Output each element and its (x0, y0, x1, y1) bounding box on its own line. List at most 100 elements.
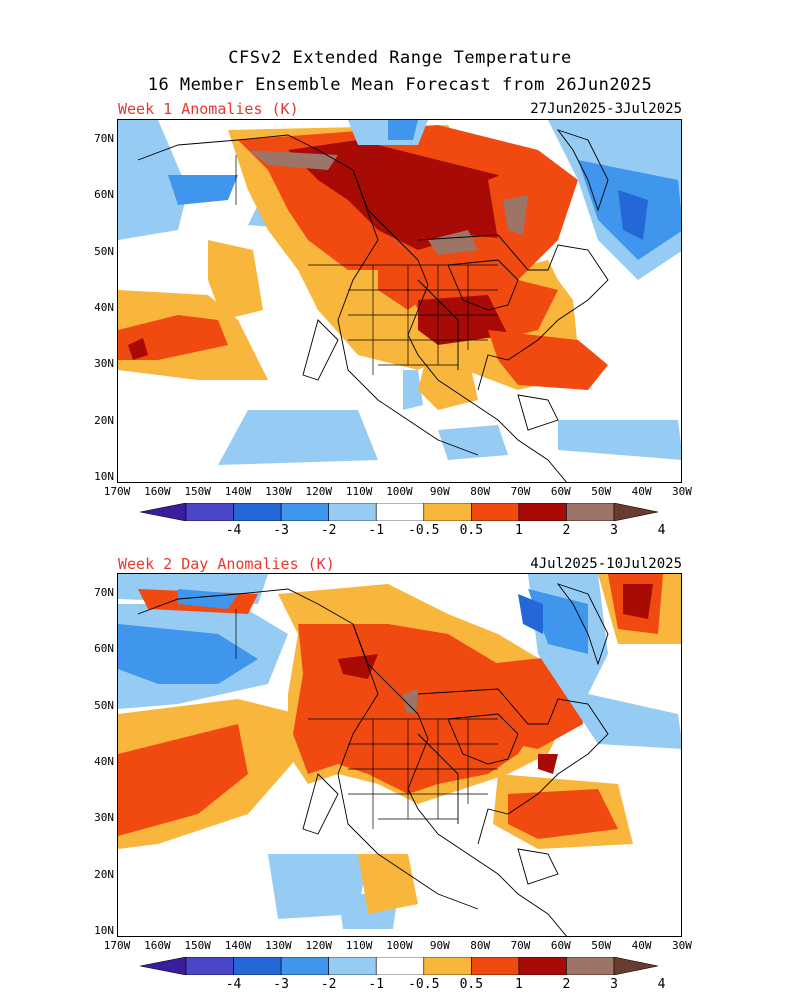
longitude-label: 90W (429, 485, 450, 498)
week2-anomaly-region-15 (508, 789, 618, 839)
longitude-label: 170W (103, 939, 131, 952)
panel1-label: Week 1 Anomalies (K) (118, 100, 299, 118)
colorbar-tick-label: -0.5 (408, 977, 440, 992)
colorbar-segment (280, 957, 329, 975)
week2-anomaly-region-11 (403, 689, 418, 714)
panel2-label: Week 2 Day Anomalies (K) (118, 555, 335, 573)
colorbar-tick-label: 3 (610, 977, 618, 992)
colorbar-segment (280, 503, 329, 521)
chart-title-line2: 16 Member Ensemble Mean Forecast from 26… (147, 75, 653, 95)
colorbar-segment (518, 503, 567, 521)
week2-anomaly-region-24 (358, 854, 418, 914)
longitude-label: 160W (144, 485, 171, 498)
week2-anomaly-region-3 (118, 624, 258, 684)
coastline (137, 129, 609, 482)
week1-anomaly-region-5 (168, 175, 238, 205)
week2-anomaly-region-22 (518, 594, 543, 634)
longitude-label: 130W (265, 485, 292, 498)
colorbar-tick-label: -1 (368, 977, 385, 992)
colorbar-segment (233, 503, 282, 521)
colorbar-segment (423, 957, 472, 975)
colorbar-tick-label: 0.5 (459, 977, 484, 992)
colorbar-segment (613, 957, 659, 975)
longitude-label: 50W (591, 939, 612, 952)
longitude-label: 40W (631, 485, 652, 498)
week1-anomaly-region-24 (503, 195, 528, 235)
week1-anomaly-region-12 (288, 140, 538, 250)
week1-anomaly-region-26 (438, 425, 508, 460)
week2-anomaly-region-7 (178, 589, 238, 609)
colorbar-segment (566, 957, 615, 975)
political-borders (235, 155, 498, 375)
colorbar-tick-label: 2 (562, 523, 571, 538)
colorbar-tick-label: 1 (514, 977, 523, 992)
week1-anomaly-region-15 (428, 230, 478, 255)
longitude-label: 110W (345, 485, 373, 498)
latitude-label: 20N (94, 867, 114, 881)
chart-title-line1: CFSv2 Extended Range Temperature (228, 48, 572, 68)
colorbar-tick-label: 0.5 (459, 523, 484, 538)
colorbar-segment (566, 503, 615, 521)
colorbar-tick-label: 2 (562, 977, 571, 992)
latitude-label: 10N (94, 923, 114, 937)
longitude-label: 90W (429, 939, 450, 952)
week1-anomaly-region-25 (558, 420, 681, 460)
coastline (137, 583, 609, 936)
longitude-label: 110W (345, 939, 373, 952)
longitude-label: 150W (184, 485, 211, 498)
longitude-label: 130W (265, 939, 292, 952)
latitude-label: 40N (94, 300, 114, 314)
longitude-label: 80W (470, 485, 491, 498)
colorbar-tick-label: -0.5 (408, 523, 440, 538)
latitude-label: 40N (94, 754, 114, 768)
longitude-label: 150W (184, 939, 211, 952)
colorbar-segment (375, 957, 425, 975)
colorbar-tick-label: 4 (657, 523, 666, 538)
week1-anomaly-region-14 (248, 150, 338, 170)
panel2-dates: 4Jul2025-10Jul2025 (530, 556, 682, 572)
colorbar-segment (471, 957, 520, 975)
latitude-label: 60N (94, 642, 114, 656)
week2-anomaly-region-16 (538, 754, 558, 774)
colorbar-segment (518, 957, 567, 975)
longitude-label: 30W (671, 939, 692, 952)
week1-anomaly-region-19 (388, 120, 418, 140)
longitude-label: 60W (550, 939, 571, 952)
colorbar-segment (375, 503, 425, 521)
week1-anomaly-region-13 (418, 295, 508, 345)
longitude-label: 120W (305, 939, 333, 952)
longitude-label: 30W (671, 485, 692, 498)
longitude-label: 170W (103, 485, 131, 498)
latitude-label: 50N (94, 244, 114, 258)
week1-colorbar (140, 503, 659, 521)
longitude-label: 140W (224, 939, 252, 952)
latitude-label: 60N (94, 188, 114, 202)
political-borders (235, 609, 498, 829)
week2-anomaly-region-10 (338, 654, 378, 679)
latitude-label: 20N (94, 413, 114, 427)
longitude-label: 160W (144, 939, 171, 952)
week2-colorbar (140, 957, 659, 975)
longitude-label: 70W (510, 485, 531, 498)
latitude-label: 30N (94, 357, 114, 371)
colorbar-segment (140, 503, 187, 521)
colorbar-tick-label: 4 (657, 977, 666, 992)
colorbar-tick-label: -1 (368, 523, 385, 538)
latitude-label: 70N (94, 132, 114, 145)
longitude-label: 100W (386, 485, 413, 498)
colorbar-tick-label: -3 (273, 977, 289, 992)
week1-anomaly-region-7 (218, 410, 378, 465)
colorbar-segment (233, 957, 282, 975)
colorbar-segment (185, 503, 234, 521)
colorbar-tick-label: -2 (320, 523, 337, 538)
week2-anomaly-region-1 (118, 724, 248, 836)
panel1-dates: 27Jun2025-3Jul2025 (530, 101, 682, 117)
longitude-label: 80W (470, 939, 491, 952)
colorbar-tick-label: -4 (225, 523, 242, 538)
latitude-label: 70N (94, 586, 114, 599)
week1-anomaly-region-22 (618, 190, 648, 240)
week1-anomaly-map (117, 119, 682, 483)
colorbar-tick-label: -4 (225, 977, 242, 992)
longitude-label: 70W (510, 939, 531, 952)
week1-anomaly-region-8 (403, 370, 423, 410)
